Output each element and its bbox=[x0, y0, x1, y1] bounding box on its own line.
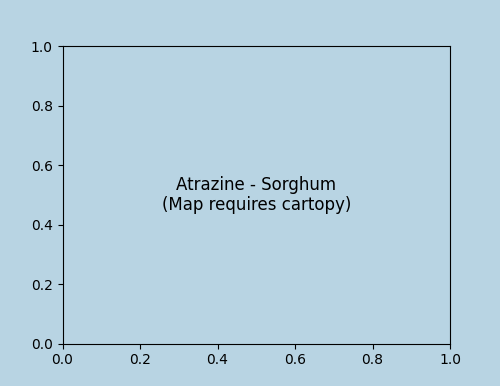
Text: Atrazine - Sorghum
(Map requires cartopy): Atrazine - Sorghum (Map requires cartopy… bbox=[162, 176, 351, 214]
